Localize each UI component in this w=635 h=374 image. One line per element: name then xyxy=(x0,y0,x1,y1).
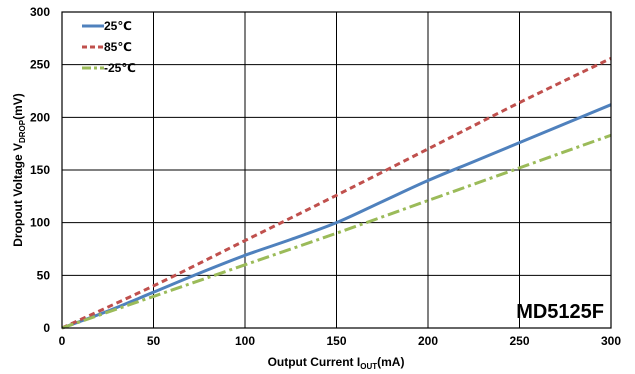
y-axis-label: Dropout Voltage VDROP(mV) xyxy=(11,93,27,247)
x-tick-label-0: 0 xyxy=(59,334,66,348)
part-number-annotation: MD5125F xyxy=(516,301,604,323)
series-line-2 xyxy=(61,133,612,330)
x-tick-label-3: 150 xyxy=(326,334,346,348)
series-lines xyxy=(61,56,612,330)
x-tick-label-4: 200 xyxy=(418,334,438,348)
legend-label-0: 25℃ xyxy=(104,19,132,33)
x-tick-label-6: 300 xyxy=(601,334,621,348)
series-line-1 xyxy=(61,56,612,330)
legend: 25℃ 85℃ -25℃ xyxy=(82,19,136,75)
x-axis-label: Output Current IOUT(mA) xyxy=(268,355,405,371)
legend-label-2: -25℃ xyxy=(104,61,136,75)
y-tick-label-6: 300 xyxy=(30,5,50,19)
legend-label-1: 85℃ xyxy=(104,40,132,54)
x-axis-ticks: 0 50 100 150 200 250 300 xyxy=(59,334,622,348)
x-tick-label-1: 50 xyxy=(147,334,161,348)
y-axis-ticks: 0 50 100 150 200 250 300 xyxy=(30,5,50,335)
series-line-0 xyxy=(61,103,612,330)
y-tick-label-4: 200 xyxy=(30,110,50,124)
y-tick-label-1: 50 xyxy=(37,268,51,282)
y-tick-label-5: 250 xyxy=(30,58,50,72)
y-tick-label-3: 150 xyxy=(30,163,50,177)
plot-border xyxy=(61,11,612,329)
x-tick-label-5: 250 xyxy=(509,334,529,348)
y-tick-label-0: 0 xyxy=(43,321,50,335)
x-tick-label-2: 100 xyxy=(235,334,255,348)
y-tick-label-2: 100 xyxy=(30,216,50,230)
